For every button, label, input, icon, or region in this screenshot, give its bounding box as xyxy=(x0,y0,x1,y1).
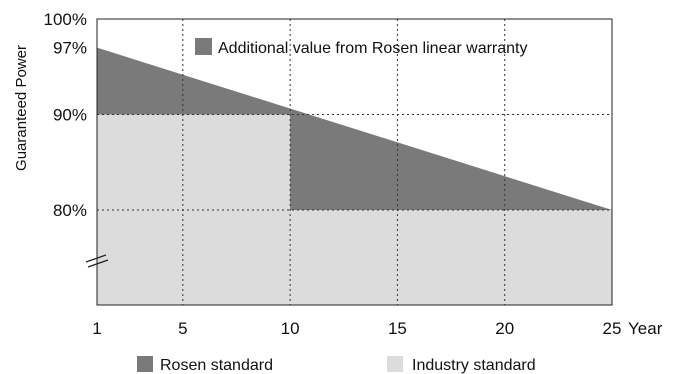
legend-item-industry: Industry standard xyxy=(387,356,536,374)
annotation-swatch xyxy=(195,38,212,55)
axis-break-mark-2 xyxy=(87,259,109,268)
y-tick-label-80: 80% xyxy=(53,201,87,220)
legend-label-industry: Industry standard xyxy=(412,357,536,374)
y-tick-label-90: 90% xyxy=(53,106,87,125)
y-tick-label-97: 97% xyxy=(53,39,87,58)
axes: 80%90%97%100%1 5 10 15 20 25 xyxy=(44,10,622,338)
legend-label-rosen: Rosen standard xyxy=(160,357,273,374)
legend-item-rosen: Rosen standard xyxy=(137,356,273,374)
grid xyxy=(97,19,612,305)
x-axis-title: Year xyxy=(628,319,663,338)
x-tick-label-15: 15 xyxy=(388,319,407,338)
x-tick-label-10: 10 xyxy=(281,319,300,338)
x-tick-label-20: 20 xyxy=(495,319,514,338)
plot-area xyxy=(97,47,612,306)
x-tick-label-5: 5 xyxy=(178,319,187,338)
axis-break-mark-1 xyxy=(85,254,107,263)
y-axis-title: Guaranteed Power xyxy=(13,45,30,171)
annotation-text: Additional value from Rosen linear warra… xyxy=(218,40,527,57)
x-tick-label-25: 25 xyxy=(603,319,622,338)
legend-swatch-rosen xyxy=(137,356,153,372)
plot-frame xyxy=(96,18,613,306)
x-tick-label-1: 1 xyxy=(92,319,101,338)
legend: Rosen standard Industry standard xyxy=(137,356,536,374)
annotation: Additional value from Rosen linear warra… xyxy=(195,38,527,57)
legend-swatch-industry xyxy=(387,356,403,372)
y-tick-label-100: 100% xyxy=(44,10,87,29)
series-area-industry xyxy=(97,114,612,305)
